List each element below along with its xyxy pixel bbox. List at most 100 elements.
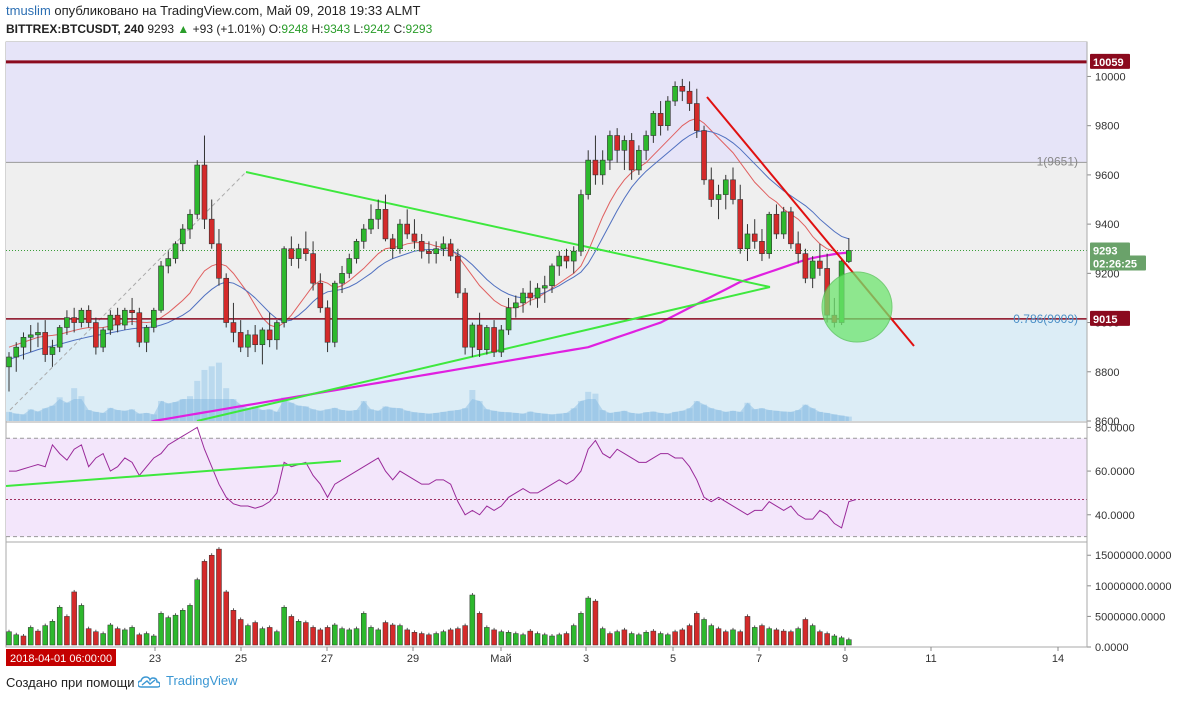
volume-overlay-bar — [150, 414, 157, 421]
volume-bar — [114, 628, 121, 646]
volume-overlay-bar — [802, 404, 809, 421]
candle-body — [136, 312, 143, 343]
candle-body — [27, 334, 34, 338]
volume-bar — [621, 629, 628, 646]
volume-overlay-bar — [411, 412, 418, 421]
volume-bar — [404, 629, 410, 646]
volume-bar — [570, 625, 577, 646]
volume-bar — [259, 628, 266, 646]
volume-bar — [527, 630, 534, 646]
candle-body — [498, 329, 505, 353]
open-value: 9248 — [281, 22, 309, 36]
candle-body — [650, 113, 657, 136]
volume-bar — [129, 627, 135, 646]
volume-bar — [339, 628, 345, 646]
volume-overlay-bar — [244, 408, 251, 421]
low-label: L: — [353, 22, 364, 36]
volume-overlay-bar — [317, 410, 324, 421]
volume-bar — [665, 634, 671, 646]
candle-body — [288, 248, 295, 259]
candle-body — [628, 140, 635, 171]
y-tick-label: 9200 — [1095, 268, 1119, 280]
volume-tick-label: 15000000.0000 — [1095, 550, 1171, 562]
volume-overlay-bar — [534, 412, 541, 421]
candle-body — [143, 327, 150, 343]
candle-body — [324, 307, 331, 343]
volume-bar — [556, 634, 562, 646]
volume-bar — [180, 610, 186, 646]
candle-body — [534, 287, 541, 299]
candle-body — [730, 179, 736, 200]
volume-overlay-bar — [331, 407, 338, 421]
candle-body — [158, 265, 164, 311]
triangle-lower-line — [196, 286, 771, 421]
volume-overlay-bar — [824, 412, 831, 421]
volume-overlay-bar — [425, 413, 432, 421]
volume-overlay-bar — [107, 407, 114, 421]
volume-overlay-bar — [570, 408, 577, 421]
volume-bar — [440, 631, 447, 646]
high-label: H: — [311, 22, 324, 36]
volume-bar — [382, 622, 389, 646]
volume-overlay-bar — [469, 390, 476, 421]
volume-bar — [245, 625, 251, 646]
price-label-resistance: 10059 — [1093, 57, 1124, 69]
candle-body — [491, 327, 497, 353]
volume-overlay-bar — [368, 409, 374, 421]
volume-overlay-bar — [744, 402, 751, 421]
volume-overlay-bar — [114, 410, 121, 421]
candle-body — [78, 309, 85, 323]
candle-body — [107, 314, 114, 331]
volume-bar — [375, 629, 381, 646]
volume-bar — [780, 630, 787, 646]
tradingview-logo[interactable]: TradingView — [137, 673, 238, 689]
x-start-label: 2018-04-01 06:00:00 — [10, 653, 112, 665]
volume-overlay-bar — [541, 413, 548, 421]
volume-tick-label: 0.0000 — [1095, 642, 1129, 654]
volume-overlay-bar — [27, 409, 34, 421]
volume-bar — [151, 635, 157, 646]
candle-body — [484, 327, 490, 350]
volume-bar — [252, 622, 258, 646]
volume-overlay-bar — [266, 409, 273, 421]
fib-label-1: 1(9651) — [1037, 154, 1078, 168]
x-tick-label: 11 — [925, 653, 936, 665]
volume-bar — [418, 633, 425, 646]
volume-overlay-bar — [295, 405, 302, 421]
candle-body — [346, 258, 353, 274]
author-link[interactable]: tmuslim — [6, 3, 51, 18]
candle-body — [455, 255, 461, 294]
volume-overlay-bar — [310, 409, 317, 421]
volume-overlay-bar — [614, 411, 621, 421]
candle-body — [722, 179, 729, 195]
volume-bar — [317, 629, 324, 646]
candle-body — [788, 211, 794, 245]
volume-overlay-bar — [440, 411, 447, 421]
volume-bar — [107, 624, 114, 646]
volume-overlay-bar — [693, 400, 700, 421]
volume-overlay-bar — [780, 411, 787, 421]
volume-bar — [122, 629, 128, 646]
volume-overlay-bar — [795, 410, 802, 421]
volume-overlay-bar — [92, 411, 99, 421]
candle-body — [35, 332, 41, 336]
candle-body — [245, 334, 251, 348]
volume-bar — [433, 633, 439, 646]
candle-body — [766, 213, 773, 254]
x-tick-label: 7 — [756, 653, 762, 665]
volume-overlay-bar — [302, 406, 309, 421]
volume-overlay-bar — [592, 393, 599, 421]
x-tick-label: 5 — [670, 653, 676, 665]
volume-bar — [549, 635, 555, 646]
volume-overlay-bar — [129, 409, 136, 421]
volume-bar — [361, 613, 367, 646]
candle-body — [737, 199, 744, 250]
candle-body — [64, 317, 70, 328]
volume-bar — [93, 631, 99, 646]
volume-bar — [469, 594, 476, 646]
candle-body — [426, 250, 432, 254]
tradingview-brand: TradingView — [166, 673, 238, 688]
candle-body — [708, 179, 715, 200]
volume-bar — [838, 637, 845, 646]
